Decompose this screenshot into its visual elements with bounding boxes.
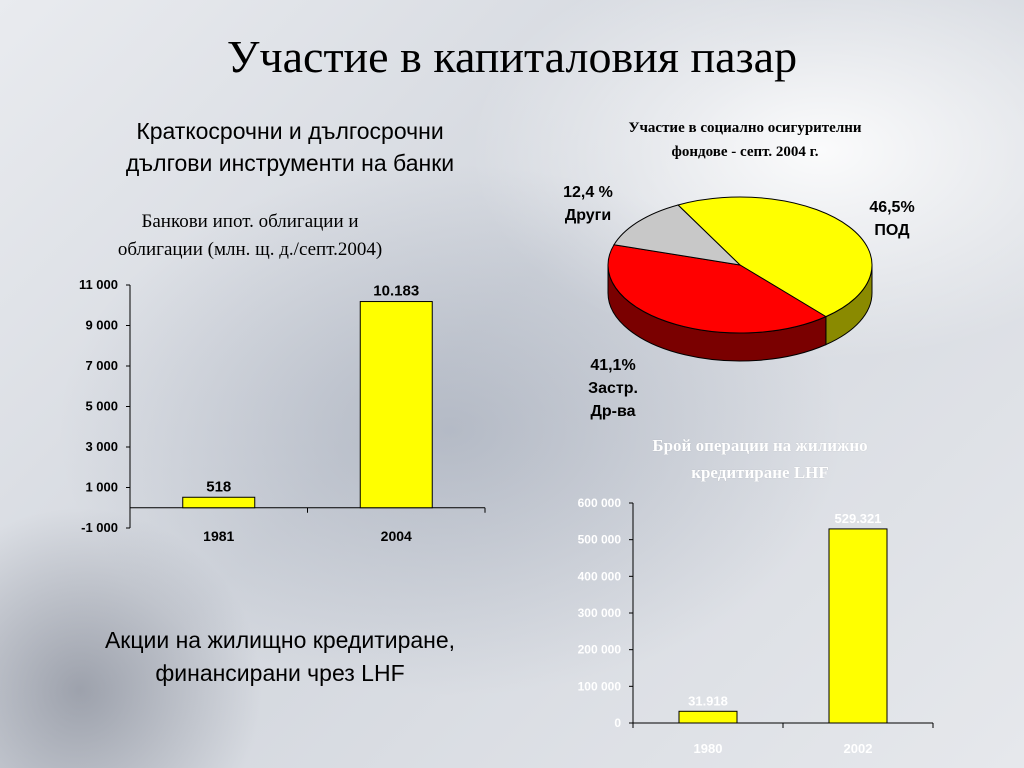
left-x-tick-label-1981: 1981 xyxy=(203,528,234,544)
pie-label-insurance-value: 41,1% xyxy=(590,357,636,374)
right-y-tick-label: 600 000 xyxy=(578,496,622,510)
right-bar-1980 xyxy=(678,710,738,724)
pie-label-pod-name: ПОД xyxy=(874,222,910,239)
pie-label-insurance: 41,1% Застр. Др-ва xyxy=(568,354,658,423)
right-data-label-2002: 529.321 xyxy=(835,511,882,526)
left-y-tick-label: 5 000 xyxy=(85,399,118,414)
bottom-text-line-2: финансирани чрез LHF xyxy=(155,660,405,686)
right-y-tick-label: 200 000 xyxy=(578,643,622,657)
left-data-label-1981: 518 xyxy=(206,478,231,495)
right-y-tick-label: 500 000 xyxy=(578,533,622,547)
pie-label-insurance-name-1: Застр. xyxy=(588,380,638,397)
pie-label-others-name: Други xyxy=(564,207,612,224)
bottom-text-line-1: Акции на жилищно кредитиране, xyxy=(104,627,456,653)
left-y-tick-label: 7 000 xyxy=(85,358,118,373)
right-data-label-1980: 31.918 xyxy=(688,693,728,708)
right-bar-2002 xyxy=(828,528,888,724)
left-y-tick-label: 9 000 xyxy=(85,318,118,333)
subheading-line-2: дългови инструменти на банки xyxy=(125,150,455,176)
left-chart-title-line-1: Банкови ипот. облигации и xyxy=(141,211,359,232)
right-chart-title-line-1: Брой операции на жилижно xyxy=(652,436,868,455)
left-chart-title: Банкови ипот. облигации и облигации (млн… xyxy=(60,208,440,264)
right-x-tick-label-2002: 2002 xyxy=(844,741,873,756)
left-bar-2004 xyxy=(359,301,433,509)
pie-label-others-value: 12,4 % xyxy=(563,184,613,201)
pie-chart-title-line-2: фондове - септ. 2004 г. xyxy=(671,144,819,160)
subheading-line-1: Краткосрочни и дългосрочни xyxy=(136,118,444,144)
right-y-tick-label: 0 xyxy=(614,716,621,730)
pie-chart-title: Участие в социално осигурителни фондове … xyxy=(560,116,930,164)
left-y-tick-label: 11 000 xyxy=(79,277,118,292)
pie-label-pod: 46,5% ПОД xyxy=(852,196,932,242)
left-chart-title-line-2: облигации (млн. щ. д./септ.2004) xyxy=(117,239,383,260)
right-chart-title: Брой операции на жилижно кредитиране LHF xyxy=(590,432,930,486)
left-data-label-2004: 10.183 xyxy=(373,283,419,300)
pie-label-others: 12,4 % Други xyxy=(548,181,628,227)
right-y-tick-label: 100 000 xyxy=(578,679,622,693)
right-y-tick-label: 300 000 xyxy=(578,606,622,620)
page-title: Участие в капиталовия пазар xyxy=(226,31,798,82)
subheading: Краткосрочни и дългосрочни дългови инстр… xyxy=(60,115,520,179)
right-x-tick-label-1980: 1980 xyxy=(694,741,723,756)
bottom-text: Акции на жилищно кредитиране, финансиран… xyxy=(40,624,520,690)
left-bar-1981 xyxy=(182,496,256,509)
right-chart-title-line-2: кредитиране LHF xyxy=(691,463,829,482)
left-y-tick-label: -1 000 xyxy=(81,520,118,535)
pie-slice-Застр. Др-ва xyxy=(607,244,827,334)
pie-slice-ПОД xyxy=(677,196,873,318)
right-y-tick-label: 400 000 xyxy=(578,569,622,583)
pie-label-pod-value: 46,5% xyxy=(869,199,915,216)
left-y-tick-label: 3 000 xyxy=(85,439,118,454)
pie-label-insurance-name-2: Др-ва xyxy=(590,403,636,420)
pie-slice-Други xyxy=(613,204,742,266)
pie-chart-title-line-1: Участие в социално осигурителни xyxy=(628,120,862,136)
left-y-tick-label: 1 000 xyxy=(85,480,118,495)
left-x-tick-label-2004: 2004 xyxy=(381,528,412,544)
